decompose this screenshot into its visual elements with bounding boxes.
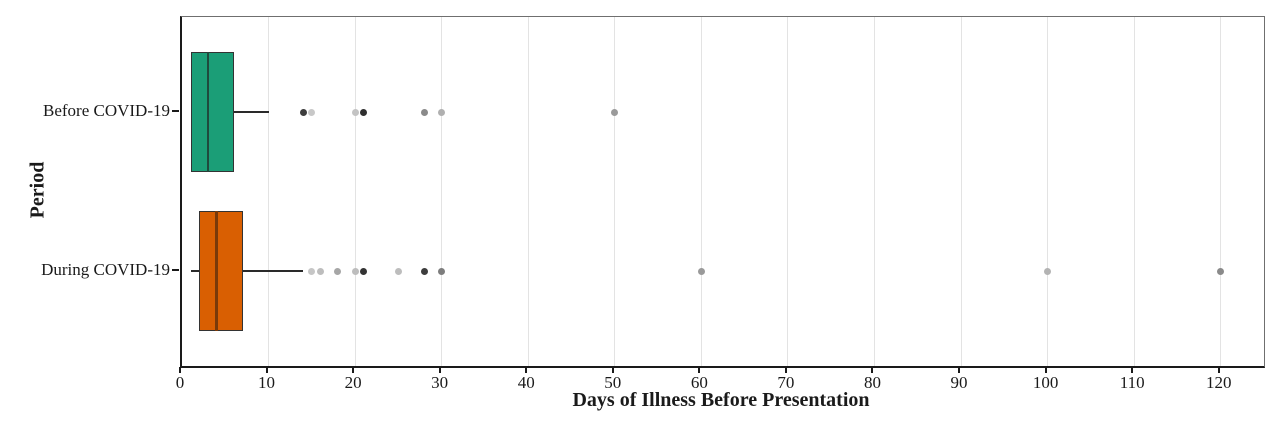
outlier-point-before-covid-19-28 bbox=[420, 108, 428, 116]
outlier-point-before-covid-19-20 bbox=[351, 108, 359, 116]
y-axis-label-during-covid-19: During COVID-19 bbox=[41, 260, 170, 279]
x-tick-label-100: 100 bbox=[1032, 373, 1059, 392]
x-tick-label-10: 10 bbox=[258, 373, 276, 392]
outlier-point-during-covid-19-100 bbox=[1044, 267, 1052, 275]
x-tick-20 bbox=[352, 367, 355, 373]
gridline-x-60 bbox=[700, 17, 702, 366]
x-tick-50 bbox=[611, 367, 614, 373]
gridline-x-100 bbox=[1047, 17, 1049, 366]
outlier-point-during-covid-19-18 bbox=[334, 267, 342, 275]
x-tick-label-30: 30 bbox=[431, 373, 449, 392]
x-tick-30 bbox=[438, 367, 441, 373]
x-tick-60 bbox=[698, 367, 701, 373]
x-tick-label-70: 70 bbox=[777, 373, 795, 392]
x-tick-100 bbox=[1044, 367, 1047, 373]
x-tick-120 bbox=[1217, 367, 1220, 373]
x-tick-label-80: 80 bbox=[863, 373, 881, 392]
gridline-x-30 bbox=[441, 17, 443, 366]
outlier-point-before-covid-19-21 bbox=[360, 108, 368, 116]
gridline-x-50 bbox=[614, 17, 616, 366]
outlier-point-before-covid-19-15 bbox=[308, 108, 316, 116]
outlier-point-during-covid-19-120 bbox=[1217, 267, 1225, 275]
y-tick-during-covid-19 bbox=[172, 269, 179, 271]
x-tick-10 bbox=[265, 367, 268, 373]
x-axis-title: Days of Illness Before Presentation bbox=[572, 389, 870, 411]
outlier-point-during-covid-19-16 bbox=[316, 267, 324, 275]
x-tick-label-120: 120 bbox=[1205, 373, 1232, 392]
outlier-point-during-covid-19-15 bbox=[308, 267, 316, 275]
x-tick-label-0: 0 bbox=[175, 373, 185, 392]
gridline-x-70 bbox=[787, 17, 789, 366]
gridline-x-40 bbox=[527, 17, 529, 366]
outlier-point-during-covid-19-20 bbox=[351, 267, 359, 275]
x-tick-70 bbox=[784, 367, 787, 373]
outlier-point-during-covid-19-28 bbox=[420, 267, 428, 275]
plot-panel bbox=[180, 16, 1265, 368]
gridline-x-80 bbox=[873, 17, 875, 366]
outlier-point-during-covid-19-25 bbox=[394, 267, 402, 275]
outlier-point-before-covid-19-14 bbox=[299, 108, 307, 116]
x-tick-110 bbox=[1131, 367, 1134, 373]
whisker-high-during-covid-19 bbox=[242, 270, 304, 272]
x-tick-label-20: 20 bbox=[344, 373, 362, 392]
x-tick-label-90: 90 bbox=[950, 373, 968, 392]
x-tick-label-50: 50 bbox=[604, 373, 622, 392]
x-tick-label-40: 40 bbox=[517, 373, 535, 392]
x-tick-80 bbox=[871, 367, 874, 373]
median-line-before-covid-19 bbox=[206, 52, 210, 172]
y-tick-before-covid-19 bbox=[172, 110, 179, 112]
median-line-during-covid-19 bbox=[215, 211, 218, 331]
x-tick-label-110: 110 bbox=[1119, 373, 1145, 392]
y-axis-title: Period bbox=[26, 161, 49, 219]
gridline-x-10 bbox=[268, 17, 270, 366]
box-during-covid-19 bbox=[199, 211, 243, 331]
gridline-x-20 bbox=[354, 17, 356, 366]
gridline-x-120 bbox=[1220, 17, 1222, 366]
box-before-covid-19 bbox=[190, 52, 234, 172]
gridline-x-110 bbox=[1133, 17, 1135, 366]
whisker-low-during-covid-19 bbox=[190, 270, 200, 272]
outlier-point-before-covid-19-30 bbox=[438, 108, 446, 116]
outlier-point-during-covid-19-30 bbox=[438, 267, 446, 275]
gridline-x-90 bbox=[960, 17, 962, 366]
x-tick-40 bbox=[525, 367, 528, 373]
whisker-high-before-covid-19 bbox=[233, 111, 269, 113]
outlier-point-during-covid-19-21 bbox=[360, 267, 368, 275]
x-tick-90 bbox=[958, 367, 961, 373]
y-axis-label-before-covid-19: Before COVID-19 bbox=[43, 101, 170, 120]
x-tick-label-60: 60 bbox=[690, 373, 708, 392]
x-tick-0 bbox=[179, 367, 181, 373]
outlier-point-before-covid-19-50 bbox=[611, 108, 619, 116]
outlier-point-during-covid-19-60 bbox=[697, 267, 705, 275]
